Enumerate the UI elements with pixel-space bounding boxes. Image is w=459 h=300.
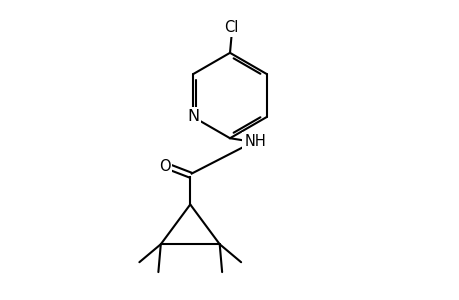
Text: N: N: [186, 110, 199, 124]
Text: Cl: Cl: [224, 20, 238, 35]
Text: NH: NH: [244, 134, 265, 149]
Text: O: O: [158, 159, 170, 174]
